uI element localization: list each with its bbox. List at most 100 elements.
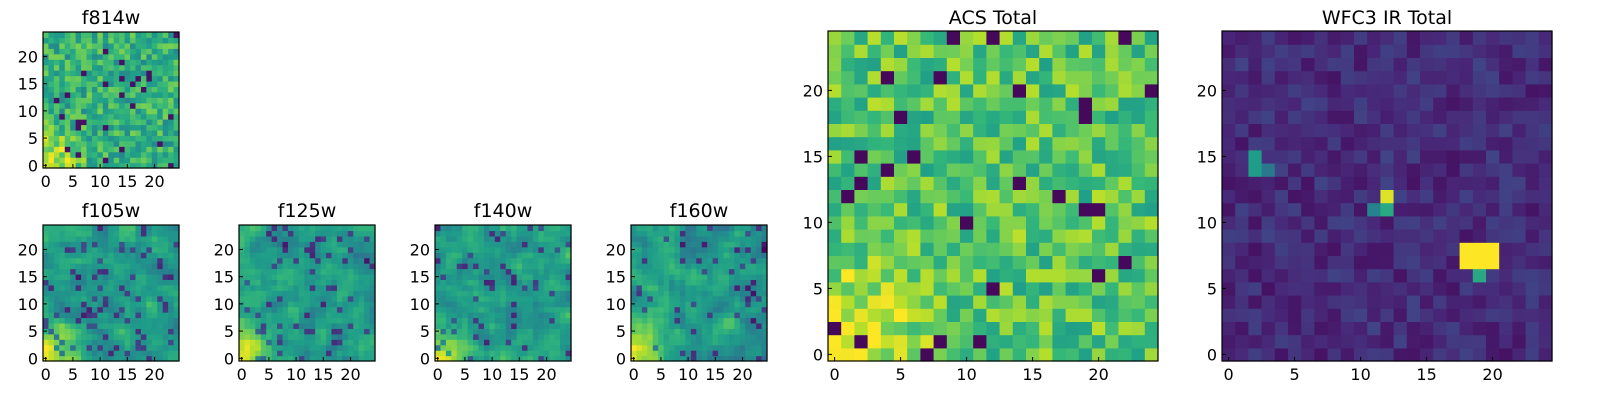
heatmap-cell — [565, 322, 572, 329]
heatmap-cell — [108, 268, 115, 275]
heatmap-cell — [920, 149, 935, 164]
heatmap-cell — [135, 53, 142, 60]
heatmap-cell — [102, 124, 109, 131]
heatmap-cell — [1052, 189, 1067, 204]
heatmap-cell — [81, 59, 88, 66]
heatmap-cell — [326, 295, 333, 302]
x-tick-label: 10 — [286, 365, 306, 384]
heatmap-cell — [75, 129, 82, 136]
heatmap-cell — [277, 312, 284, 319]
heatmap-cell — [1420, 255, 1434, 270]
heatmap-cell — [973, 255, 987, 270]
heatmap-cell — [467, 322, 474, 329]
heatmap-cell — [358, 268, 365, 275]
heatmap-cell — [135, 284, 142, 291]
heatmap-cell — [266, 301, 273, 308]
heatmap-cell — [483, 328, 490, 335]
panel-acs-total: ACS Total 0 5 10 15 20 0 5 10 15 20 — [790, 0, 1170, 400]
heatmap-cell — [999, 123, 1014, 138]
heatmap-cell — [43, 241, 50, 248]
heatmap-cell — [1393, 136, 1408, 151]
heatmap-cell — [696, 333, 703, 340]
heatmap-cell — [43, 124, 50, 131]
heatmap-cell — [124, 64, 131, 71]
heatmap-cell — [701, 306, 708, 313]
heatmap-cell — [1459, 70, 1474, 85]
heatmap-cell — [162, 119, 169, 126]
heatmap-cell — [1026, 97, 1040, 111]
heatmap-cell — [560, 263, 567, 270]
heatmap-cell — [1380, 308, 1395, 322]
heatmap-cell — [894, 281, 908, 296]
heatmap-cell — [1052, 255, 1067, 270]
heatmap-cell — [462, 246, 469, 253]
heatmap-cell — [920, 268, 935, 283]
heatmap-cell — [999, 70, 1014, 85]
heatmap-cell — [560, 246, 567, 253]
heatmap-cell — [986, 110, 1001, 124]
heatmap-cell — [973, 136, 987, 151]
heatmap-cell — [53, 312, 60, 319]
heatmap-cell — [679, 306, 686, 313]
heatmap-cell — [320, 225, 327, 232]
heatmap-cell — [260, 284, 267, 291]
heatmap-cell — [168, 32, 175, 39]
heatmap-cell — [841, 163, 855, 177]
heatmap-cell — [146, 97, 153, 104]
heatmap-cell — [1261, 268, 1276, 283]
heatmap-cell — [739, 263, 746, 270]
heatmap-cell — [511, 317, 518, 324]
heatmap-cell — [162, 91, 169, 98]
heatmap-cell — [108, 225, 115, 232]
heatmap-cell — [745, 284, 752, 291]
heatmap-cell — [505, 295, 512, 302]
heatmap-cell — [631, 279, 638, 286]
heatmap-cell — [986, 163, 1001, 177]
heatmap-cell — [543, 317, 550, 324]
heatmap-cell — [516, 295, 523, 302]
heatmap-cell — [151, 37, 158, 44]
heatmap-cell — [1499, 255, 1513, 270]
heatmap-cell — [494, 230, 501, 237]
heatmap-cell — [91, 301, 98, 308]
heatmap-cell — [636, 301, 643, 308]
heatmap-cell — [70, 146, 77, 153]
heatmap-cell — [907, 70, 921, 85]
heatmap-cell — [298, 246, 305, 253]
heatmap-cell — [538, 235, 545, 242]
y-tick-label: 10 — [1197, 213, 1217, 232]
heatmap-cell — [1288, 163, 1302, 177]
heatmap-cell — [162, 355, 169, 362]
heatmap-cell — [828, 202, 842, 217]
heatmap-cell — [53, 268, 60, 275]
heatmap-cell — [1144, 295, 1159, 309]
heatmap-cell — [97, 312, 104, 319]
heatmap-cell — [364, 290, 371, 297]
heatmap-cell — [146, 350, 153, 357]
heatmap-cell — [157, 339, 164, 346]
heatmap-cell — [260, 328, 267, 335]
heatmap-cell — [728, 279, 735, 286]
heatmap-cell — [53, 252, 60, 259]
heatmap-cell — [1314, 123, 1329, 138]
heatmap-cell — [86, 113, 93, 120]
heatmap-cell — [157, 146, 164, 153]
heatmap-cell — [718, 273, 725, 280]
heatmap-cell — [64, 108, 71, 115]
heatmap-cell — [309, 355, 316, 362]
heatmap-cell — [97, 322, 104, 329]
heatmap-cell — [1499, 215, 1513, 230]
heatmap-cell — [1131, 215, 1146, 230]
heatmap-cell — [1380, 242, 1395, 256]
heatmap-cell — [1131, 347, 1146, 362]
heatmap-cell — [489, 225, 496, 232]
heatmap-cell — [1078, 295, 1093, 309]
heatmap-cell — [1052, 295, 1067, 309]
heatmap-cell — [745, 301, 752, 308]
heatmap-cell — [500, 306, 507, 313]
heatmap-cell — [1486, 255, 1500, 270]
heatmap-cell — [560, 235, 567, 242]
heatmap-cell — [685, 306, 692, 313]
heatmap-cell — [342, 252, 349, 259]
heatmap-cell — [86, 268, 93, 275]
